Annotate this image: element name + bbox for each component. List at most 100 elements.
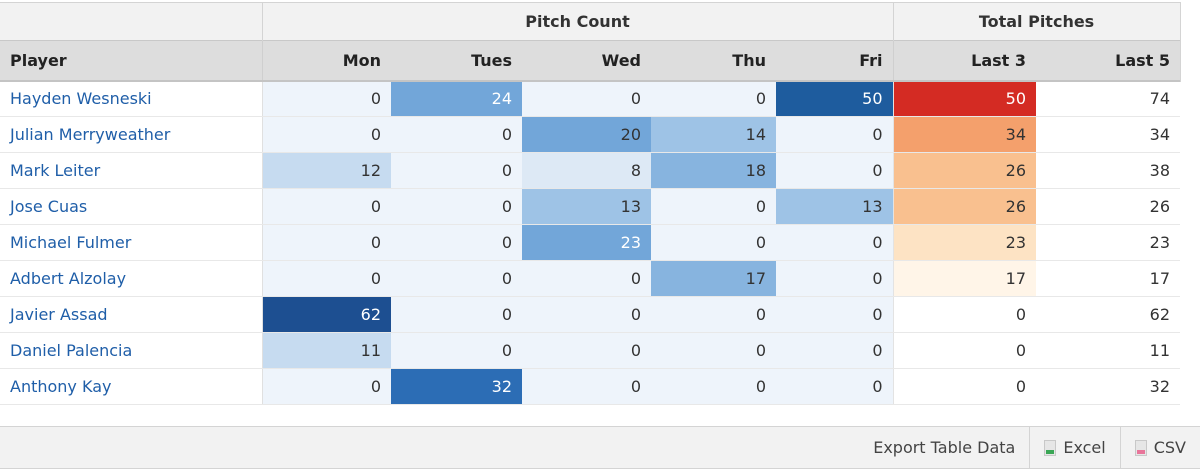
cell-wed: 0 xyxy=(522,296,651,333)
cell-tues: 0 xyxy=(391,116,522,153)
cell-thu: 0 xyxy=(651,188,776,225)
column-header-thu[interactable]: Thu xyxy=(651,40,776,82)
cell-tues: 0 xyxy=(391,152,522,189)
cell-thu: 18 xyxy=(651,152,776,189)
cell-tues: 0 xyxy=(391,296,522,333)
table-row: Anthony Kay 0 32 0 0 0 0 32 xyxy=(0,368,1181,405)
header-right-filler xyxy=(1180,2,1200,82)
cell-last-3: 23 xyxy=(893,224,1036,261)
cell-last-3: 50 xyxy=(893,80,1036,117)
excel-label: Excel xyxy=(1063,438,1106,457)
player-link[interactable]: Hayden Wesneski xyxy=(0,80,263,117)
export-toolbar: Export Table Data Excel CSV xyxy=(0,426,1200,469)
cell-fri: 0 xyxy=(776,260,894,297)
cell-wed: 13 xyxy=(522,188,651,225)
table-row: Michael Fulmer 0 0 23 0 0 23 23 xyxy=(0,224,1181,261)
cell-last-3: 17 xyxy=(893,260,1036,297)
column-header-fri[interactable]: Fri xyxy=(776,40,894,82)
cell-thu: 0 xyxy=(651,332,776,369)
cell-thu: 0 xyxy=(651,224,776,261)
cell-wed: 23 xyxy=(522,224,651,261)
player-link[interactable]: Michael Fulmer xyxy=(0,224,263,261)
player-link[interactable]: Julian Merryweather xyxy=(0,116,263,153)
group-header-pitch-count: Pitch Count xyxy=(262,2,894,41)
player-link[interactable]: Jose Cuas xyxy=(0,188,263,225)
cell-fri: 0 xyxy=(776,224,894,261)
cell-last-3: 26 xyxy=(893,188,1036,225)
column-header-last-5[interactable]: Last 5 xyxy=(1036,40,1181,82)
cell-mon: 0 xyxy=(262,368,391,405)
cell-fri: 13 xyxy=(776,188,894,225)
cell-wed: 0 xyxy=(522,368,651,405)
player-link[interactable]: Anthony Kay xyxy=(0,368,263,405)
table-row: Jose Cuas 0 0 13 0 13 26 26 xyxy=(0,188,1181,225)
cell-last-3: 0 xyxy=(893,332,1036,369)
cell-tues: 0 xyxy=(391,188,522,225)
column-header-mon[interactable]: Mon xyxy=(262,40,391,82)
cell-last-3: 0 xyxy=(893,296,1036,333)
cell-thu: 14 xyxy=(651,116,776,153)
table-row: Mark Leiter 12 0 8 18 0 26 38 xyxy=(0,152,1181,189)
cell-tues: 32 xyxy=(391,368,522,405)
csv-label: CSV xyxy=(1153,438,1186,457)
export-excel-button[interactable]: Excel xyxy=(1029,427,1119,468)
cell-mon: 0 xyxy=(262,188,391,225)
cell-last-5: 17 xyxy=(1036,260,1181,297)
cell-thu: 0 xyxy=(651,80,776,117)
column-header-player[interactable]: Player xyxy=(0,40,263,82)
pitch-count-table: Pitch Count Total Pitches Player Mon Tue… xyxy=(0,2,1181,405)
cell-last-5: 11 xyxy=(1036,332,1181,369)
cell-last-5: 23 xyxy=(1036,224,1181,261)
cell-mon: 62 xyxy=(262,296,391,333)
cell-mon: 0 xyxy=(262,224,391,261)
cell-wed: 0 xyxy=(522,80,651,117)
csv-file-icon xyxy=(1134,439,1147,456)
cell-tues: 0 xyxy=(391,260,522,297)
column-header-wed[interactable]: Wed xyxy=(522,40,651,82)
cell-last-5: 26 xyxy=(1036,188,1181,225)
excel-file-icon xyxy=(1044,439,1057,456)
cell-tues: 0 xyxy=(391,332,522,369)
cell-tues: 0 xyxy=(391,224,522,261)
player-link[interactable]: Daniel Palencia xyxy=(0,332,263,369)
cell-wed: 20 xyxy=(522,116,651,153)
cell-last-5: 34 xyxy=(1036,116,1181,153)
cell-fri: 0 xyxy=(776,116,894,153)
cell-last-5: 32 xyxy=(1036,368,1181,405)
cell-last-3: 0 xyxy=(893,368,1036,405)
player-link[interactable]: Mark Leiter xyxy=(0,152,263,189)
cell-tues: 24 xyxy=(391,80,522,117)
cell-thu: 17 xyxy=(651,260,776,297)
table-row: Adbert Alzolay 0 0 0 17 0 17 17 xyxy=(0,260,1181,297)
export-csv-button[interactable]: CSV xyxy=(1119,427,1200,468)
cell-last-5: 74 xyxy=(1036,80,1181,117)
table-row: Julian Merryweather 0 0 20 14 0 34 34 xyxy=(0,116,1181,153)
column-header-last-3[interactable]: Last 3 xyxy=(893,40,1036,82)
table-row: Daniel Palencia 11 0 0 0 0 0 11 xyxy=(0,332,1181,369)
cell-last-3: 26 xyxy=(893,152,1036,189)
group-header-total-pitches: Total Pitches xyxy=(893,2,1181,41)
cell-mon: 0 xyxy=(262,116,391,153)
cell-wed: 0 xyxy=(522,332,651,369)
cell-fri: 0 xyxy=(776,368,894,405)
table-row: Hayden Wesneski 0 24 0 0 50 50 74 xyxy=(0,80,1181,117)
cell-fri: 0 xyxy=(776,296,894,333)
cell-wed: 0 xyxy=(522,260,651,297)
cell-mon: 12 xyxy=(262,152,391,189)
column-header-tues[interactable]: Tues xyxy=(391,40,522,82)
cell-last-3: 34 xyxy=(893,116,1036,153)
export-label: Export Table Data xyxy=(873,438,1016,457)
group-header-blank xyxy=(0,2,263,41)
cell-fri: 0 xyxy=(776,152,894,189)
cell-fri: 0 xyxy=(776,332,894,369)
player-link[interactable]: Adbert Alzolay xyxy=(0,260,263,297)
player-link[interactable]: Javier Assad xyxy=(0,296,263,333)
cell-mon: 0 xyxy=(262,260,391,297)
cell-mon: 11 xyxy=(262,332,391,369)
cell-last-5: 62 xyxy=(1036,296,1181,333)
cell-thu: 0 xyxy=(651,296,776,333)
cell-fri: 50 xyxy=(776,80,894,117)
cell-last-5: 38 xyxy=(1036,152,1181,189)
table-row: Javier Assad 62 0 0 0 0 0 62 xyxy=(0,296,1181,333)
cell-wed: 8 xyxy=(522,152,651,189)
